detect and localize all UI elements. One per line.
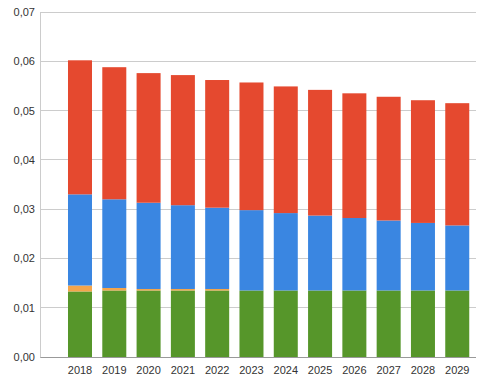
bar xyxy=(342,290,366,357)
bar xyxy=(377,220,401,290)
tick-label: 0,07 xyxy=(14,6,35,18)
bar xyxy=(68,291,92,357)
tick-label: 0,05 xyxy=(14,105,35,117)
bar xyxy=(274,213,298,290)
bar xyxy=(68,60,92,194)
bar xyxy=(274,86,298,213)
tick-label: 2020 xyxy=(136,364,160,376)
bar xyxy=(137,203,161,289)
tick: 2026 xyxy=(342,357,366,376)
tick-label: 0,01 xyxy=(14,302,35,314)
bar xyxy=(171,289,195,290)
tick-label: 0,04 xyxy=(14,154,35,166)
bar xyxy=(411,100,435,223)
bar xyxy=(102,67,126,199)
x-axis: 2018 2019 2020 2021 2022 2023 2024 2025 2026 2027… xyxy=(63,357,475,376)
bar xyxy=(102,199,126,288)
bar xyxy=(411,223,435,291)
grid xyxy=(40,12,476,357)
tick: 2023 xyxy=(239,357,263,376)
tick: 2029 xyxy=(445,357,469,376)
tick: 2021 xyxy=(171,357,195,376)
bar xyxy=(445,225,469,290)
tick-label: 2022 xyxy=(205,364,229,376)
bars xyxy=(68,60,469,357)
tick: 2025 xyxy=(308,357,332,376)
bar xyxy=(308,290,332,357)
tick: 0,03 xyxy=(14,203,40,215)
tick: 2018 xyxy=(68,357,92,376)
tick-label: 0,06 xyxy=(14,55,35,67)
bar xyxy=(205,289,229,290)
series xyxy=(68,194,469,290)
bar xyxy=(239,82,263,210)
axis-line xyxy=(63,357,475,358)
tick-label: 0,02 xyxy=(14,252,35,264)
bar xyxy=(342,218,366,290)
bar xyxy=(377,290,401,357)
tick: 0,07 xyxy=(14,6,40,18)
grid-line xyxy=(40,61,476,62)
tick: 0,05 xyxy=(14,105,40,117)
bar xyxy=(102,290,126,357)
tick: 2028 xyxy=(411,357,435,376)
tick-label: 2023 xyxy=(239,364,263,376)
tick: 2024 xyxy=(274,357,298,376)
bar xyxy=(308,216,332,291)
bar xyxy=(137,289,161,290)
bar xyxy=(68,194,92,285)
tick: 0,02 xyxy=(14,252,40,264)
tick: 2022 xyxy=(205,357,229,376)
bar xyxy=(68,286,92,292)
series xyxy=(68,290,469,357)
bar xyxy=(171,290,195,357)
bar xyxy=(411,290,435,357)
bar xyxy=(205,80,229,208)
tick-label: 2027 xyxy=(376,364,400,376)
bar xyxy=(239,210,263,290)
bar xyxy=(445,103,469,225)
bar xyxy=(102,288,126,290)
bar xyxy=(308,90,332,216)
tick: 0,00 xyxy=(14,351,40,363)
tick-label: 2029 xyxy=(445,364,469,376)
bar xyxy=(205,208,229,289)
bar xyxy=(171,205,195,289)
tick-label: 2025 xyxy=(308,364,332,376)
chart: 0,00 0,01 0,02 0,03 0,04 0,05 0,06 0,07 2018 2019… xyxy=(0,0,481,383)
bar xyxy=(274,290,298,357)
tick: 2027 xyxy=(376,357,400,376)
tick: 2020 xyxy=(136,357,160,376)
bar xyxy=(377,97,401,221)
axis-line xyxy=(40,13,41,358)
tick-label: 0,03 xyxy=(14,203,35,215)
tick: 0,01 xyxy=(14,302,40,314)
y-axis: 0,00 0,01 0,02 0,03 0,04 0,05 0,06 0,07 xyxy=(14,6,41,363)
bar xyxy=(445,290,469,357)
series xyxy=(68,60,469,225)
tick-label: 2018 xyxy=(68,364,92,376)
bar xyxy=(205,290,229,357)
bar xyxy=(342,93,366,218)
tick: 2019 xyxy=(102,357,126,376)
tick-label: 2021 xyxy=(171,364,195,376)
tick-label: 0,00 xyxy=(14,351,35,363)
bar xyxy=(137,290,161,357)
grid-line xyxy=(40,12,476,13)
bar xyxy=(239,290,263,357)
tick: 0,06 xyxy=(14,55,40,67)
tick-label: 2024 xyxy=(274,364,298,376)
tick-label: 2028 xyxy=(411,364,435,376)
tick-label: 2019 xyxy=(102,364,126,376)
bar xyxy=(171,75,195,205)
bar xyxy=(137,73,161,203)
tick-label: 2026 xyxy=(342,364,366,376)
tick: 0,04 xyxy=(14,154,40,166)
